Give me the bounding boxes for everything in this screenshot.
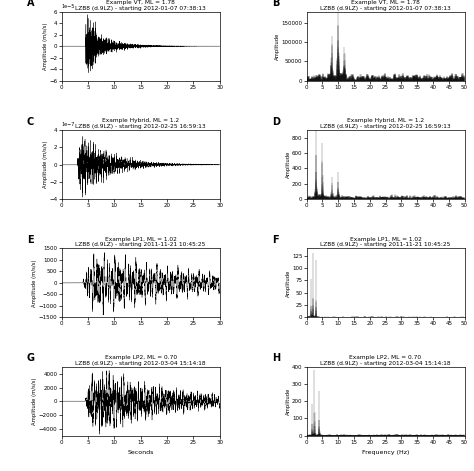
Y-axis label: Amplitude: Amplitude <box>285 388 291 415</box>
Text: F: F <box>272 235 278 245</box>
Title: Example Hybrid, ML = 1.2
LZB8 (d.9LZ) - starting 2012-02-25 16:59:13: Example Hybrid, ML = 1.2 LZB8 (d.9LZ) - … <box>75 118 206 129</box>
Text: G: G <box>27 353 35 364</box>
Title: Example Hybrid, ML = 1.2
LZB8 (d.9LZ) - starting 2012-02-25 16:59:13: Example Hybrid, ML = 1.2 LZB8 (d.9LZ) - … <box>320 118 451 129</box>
Text: D: D <box>272 117 280 127</box>
Y-axis label: Amplitude (m/s/s): Amplitude (m/s/s) <box>43 141 48 188</box>
Y-axis label: Amplitude (m/s/s): Amplitude (m/s/s) <box>32 378 37 425</box>
X-axis label: Seconds: Seconds <box>128 450 154 455</box>
Y-axis label: Amplitude (m/s/s): Amplitude (m/s/s) <box>32 259 37 307</box>
Text: C: C <box>27 117 34 127</box>
Title: Example VT, ML = 1.78
LZB8 (d.9LZ) - starting 2012-01-07 07:38:13: Example VT, ML = 1.78 LZB8 (d.9LZ) - sta… <box>320 0 451 11</box>
Y-axis label: Amplitude (m/s/s): Amplitude (m/s/s) <box>43 23 48 70</box>
Title: Example LP2, ML = 0.70
LZB8 (d.9LZ) - starting 2012-03-04 15:14:18: Example LP2, ML = 0.70 LZB8 (d.9LZ) - st… <box>75 355 206 366</box>
Y-axis label: Amplitude: Amplitude <box>275 32 280 60</box>
Title: Example LP1, ML = 1.02
LZB8 (d.9LZ) - starting 2011-11-21 10:45:25: Example LP1, ML = 1.02 LZB8 (d.9LZ) - st… <box>75 236 206 247</box>
Y-axis label: Amplitude: Amplitude <box>285 151 291 178</box>
X-axis label: Frequency (Hz): Frequency (Hz) <box>362 450 409 455</box>
Title: Example VT, ML = 1.78
LZB8 (d.9LZ) - starting 2012-01-07 07:38:13: Example VT, ML = 1.78 LZB8 (d.9LZ) - sta… <box>75 0 206 11</box>
Text: H: H <box>272 353 280 364</box>
Text: B: B <box>272 0 279 8</box>
Title: Example LP2, ML = 0.70
LZB8 (d.9LZ) - starting 2012-03-04 15:14:18: Example LP2, ML = 0.70 LZB8 (d.9LZ) - st… <box>320 355 451 366</box>
Y-axis label: Amplitude: Amplitude <box>285 269 291 297</box>
Text: E: E <box>27 235 34 245</box>
Title: Example LP1, ML = 1.02
LZB8 (d.9LZ) - starting 2011-11-21 10:45:25: Example LP1, ML = 1.02 LZB8 (d.9LZ) - st… <box>320 236 451 247</box>
Text: A: A <box>27 0 34 8</box>
